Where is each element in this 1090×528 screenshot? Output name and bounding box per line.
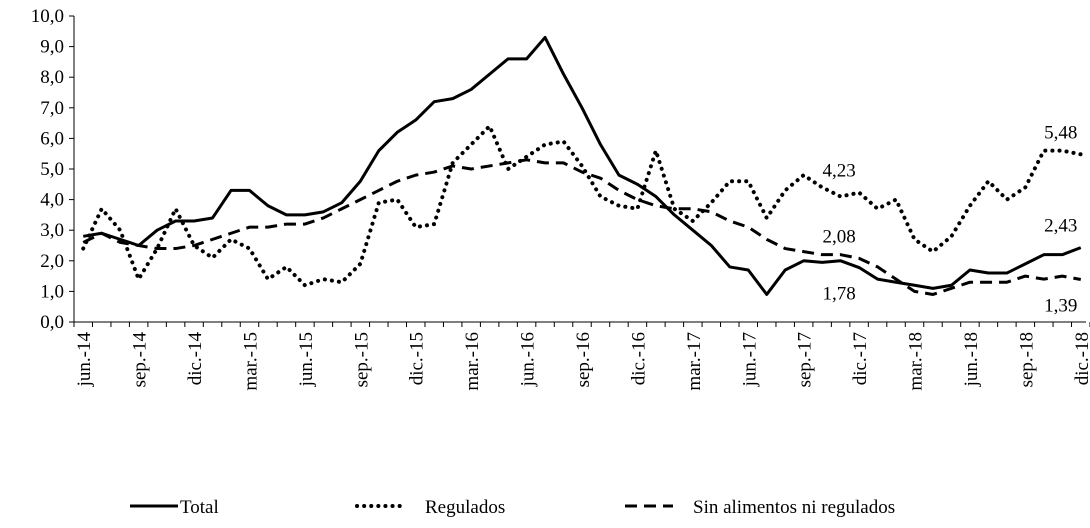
y-tick-label: 1,0: [40, 281, 64, 302]
x-tick-label: jun.-17: [739, 332, 760, 387]
y-tick-label: 7,0: [40, 98, 64, 119]
legend-label: Regulados: [425, 497, 505, 518]
x-tick-label: dic.-17: [850, 332, 871, 385]
x-tick-label: jun.-16: [518, 332, 539, 387]
data-label: 1,39: [1044, 295, 1077, 316]
y-tick-label: 9,0: [40, 37, 64, 58]
y-tick-label: 8,0: [40, 67, 64, 88]
x-tick-label: mar.-15: [240, 332, 261, 391]
line-series: [82, 35, 1082, 296]
y-tick-label: 10,0: [31, 6, 64, 27]
x-tick-label: mar.-18: [906, 332, 927, 391]
x-tick-label: sep.-17: [795, 332, 816, 387]
x-tick-label: sep.-16: [573, 332, 594, 387]
x-tick-label: sep.-15: [351, 332, 372, 387]
y-tick-label: 3,0: [40, 220, 64, 241]
x-tick-label: dic.-16: [628, 332, 649, 385]
line-series: [82, 158, 1082, 296]
data-label: 4,23: [822, 161, 855, 182]
x-tick-label: mar.-16: [462, 332, 483, 391]
x-tick-label: jun.-18: [961, 332, 982, 387]
data-label: 2,43: [1044, 216, 1077, 237]
legend-label: Sin alimentos ni regulados: [693, 497, 895, 518]
y-tick-label: 0,0: [40, 312, 64, 333]
x-tick-label: dic.-18: [1072, 332, 1090, 385]
legend-label: Total: [180, 497, 219, 518]
x-tick-label: jun.-15: [296, 332, 317, 387]
y-tick-label: 6,0: [40, 128, 64, 149]
x-tick-label: sep.-18: [1016, 332, 1037, 387]
data-label: 2,08: [822, 226, 855, 247]
x-tick-label: mar.-17: [684, 332, 705, 391]
data-label: 1,78: [822, 284, 855, 305]
data-label: 5,48: [1044, 122, 1077, 143]
y-tick-label: 2,0: [40, 251, 64, 272]
x-tick-label: dic.-14: [185, 332, 206, 386]
x-tick-label: jun.-14: [74, 332, 95, 388]
y-tick-label: 4,0: [40, 190, 64, 211]
y-tick-label: 5,0: [40, 159, 64, 180]
x-tick-label: sep.-14: [130, 332, 151, 388]
line-series: [81, 124, 1083, 288]
x-tick-label: dic.-15: [407, 332, 428, 385]
